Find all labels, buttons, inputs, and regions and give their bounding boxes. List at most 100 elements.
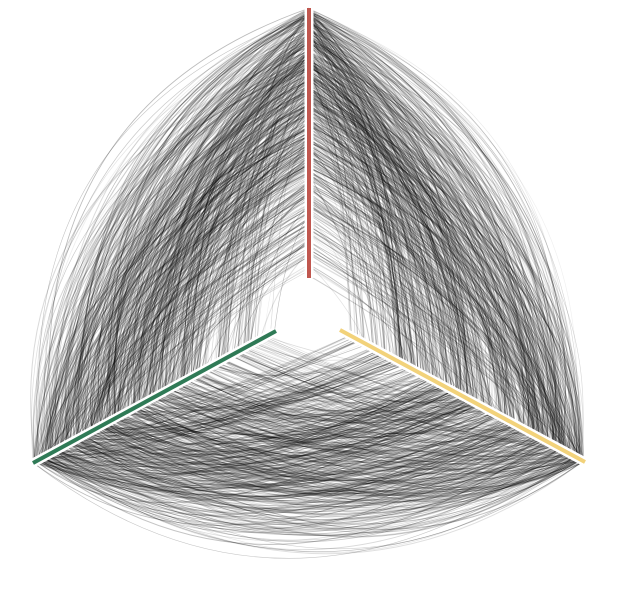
edge-curve xyxy=(233,238,310,354)
edge-curve xyxy=(117,412,495,448)
edge-curve xyxy=(308,197,513,423)
edge-curve xyxy=(249,204,310,346)
edge-curve xyxy=(76,439,557,495)
edge-curve xyxy=(104,350,379,431)
edge-curve xyxy=(308,66,483,407)
edge-curve xyxy=(33,424,516,489)
edge-curve xyxy=(308,246,525,430)
edge-curve xyxy=(308,145,425,376)
edge-curve xyxy=(231,75,310,356)
edge-curve xyxy=(141,403,565,497)
edge-curve xyxy=(67,390,453,476)
edge-curve xyxy=(308,30,534,435)
edge-curve xyxy=(308,75,518,426)
edge-curve xyxy=(133,151,310,409)
edge-curve xyxy=(308,45,529,432)
edge-curve xyxy=(308,163,514,424)
edge-curve xyxy=(144,81,310,403)
edge-curve xyxy=(171,185,310,388)
edge-curve xyxy=(308,104,530,432)
edge-curve xyxy=(308,122,459,394)
edge-curve xyxy=(308,71,489,410)
edge-curve xyxy=(99,128,310,427)
edge-curve xyxy=(308,223,469,400)
edge-curve xyxy=(308,219,533,434)
edge-curve xyxy=(138,167,310,406)
edge-curve xyxy=(134,10,310,408)
edge-curve xyxy=(121,100,310,415)
edge-curve xyxy=(251,343,570,455)
edge-curve xyxy=(37,442,549,525)
edge-curve xyxy=(192,144,310,377)
edge-curve xyxy=(154,385,444,438)
edge-curve xyxy=(76,94,310,440)
edge-curve xyxy=(91,430,555,495)
edge-curve xyxy=(98,388,450,437)
edge-curve xyxy=(169,91,310,389)
edge-curve xyxy=(236,352,488,415)
edge-curve xyxy=(55,79,310,449)
edge-curve xyxy=(308,53,552,443)
edge-curve xyxy=(115,417,564,470)
edge-curve xyxy=(191,120,310,377)
edge-curve xyxy=(109,24,310,422)
edge-curve xyxy=(308,10,532,434)
edge-curve xyxy=(308,29,556,446)
edge-curve xyxy=(152,342,365,399)
edge-curve xyxy=(308,12,428,378)
edge-curve xyxy=(308,106,569,453)
edge-curve xyxy=(116,66,310,418)
edge-curve xyxy=(38,425,519,500)
edge-curve xyxy=(204,369,578,463)
edge-curve xyxy=(144,55,310,403)
edge-curve xyxy=(38,416,502,516)
edge-curve xyxy=(122,414,551,463)
edge-curve xyxy=(116,417,525,481)
edge-curve xyxy=(69,402,476,489)
edge-curve xyxy=(308,122,572,455)
edge-curve xyxy=(177,35,310,385)
edge-curve xyxy=(308,141,551,444)
edge-curve xyxy=(42,42,310,458)
edge-curve xyxy=(308,63,534,435)
edge-curve xyxy=(59,125,310,449)
edge-curve xyxy=(71,189,310,442)
edge-curve xyxy=(136,377,429,441)
edge-curve xyxy=(48,152,310,455)
edge-curve xyxy=(308,99,422,374)
edge-curve xyxy=(38,151,310,461)
edge-curve xyxy=(308,217,404,364)
edge-curve xyxy=(36,203,310,462)
edge-curve xyxy=(72,363,403,452)
edge-curve xyxy=(106,391,456,469)
edge-curve xyxy=(147,167,310,401)
edge-curve xyxy=(180,382,566,457)
edge-curve xyxy=(217,75,310,363)
edge-curve xyxy=(101,162,310,426)
edge-curve xyxy=(64,34,310,446)
edge-curve xyxy=(308,106,435,381)
edge-curve xyxy=(73,416,502,469)
edge-curve xyxy=(308,187,474,402)
edge-curve xyxy=(181,382,517,454)
edge-curve xyxy=(69,442,577,492)
edge-curve xyxy=(308,38,560,449)
edge-curve xyxy=(308,57,567,452)
edge-curve xyxy=(195,26,310,375)
edge-curve xyxy=(308,41,556,446)
edge-curve xyxy=(142,108,310,404)
edge-curve xyxy=(308,83,399,362)
edge-curve xyxy=(245,347,439,386)
edge-curve xyxy=(148,58,310,400)
edge-curve xyxy=(308,70,488,410)
edge-curve xyxy=(120,414,580,493)
edge-curve xyxy=(58,448,576,553)
edge-curve xyxy=(33,130,310,462)
edge-curve xyxy=(308,106,411,368)
edge-curve xyxy=(82,435,563,516)
edge-curve xyxy=(56,13,310,450)
edge-curve xyxy=(160,233,310,394)
edge-curve xyxy=(308,27,535,435)
edge-curve xyxy=(46,37,310,456)
edge-curve xyxy=(91,358,394,432)
